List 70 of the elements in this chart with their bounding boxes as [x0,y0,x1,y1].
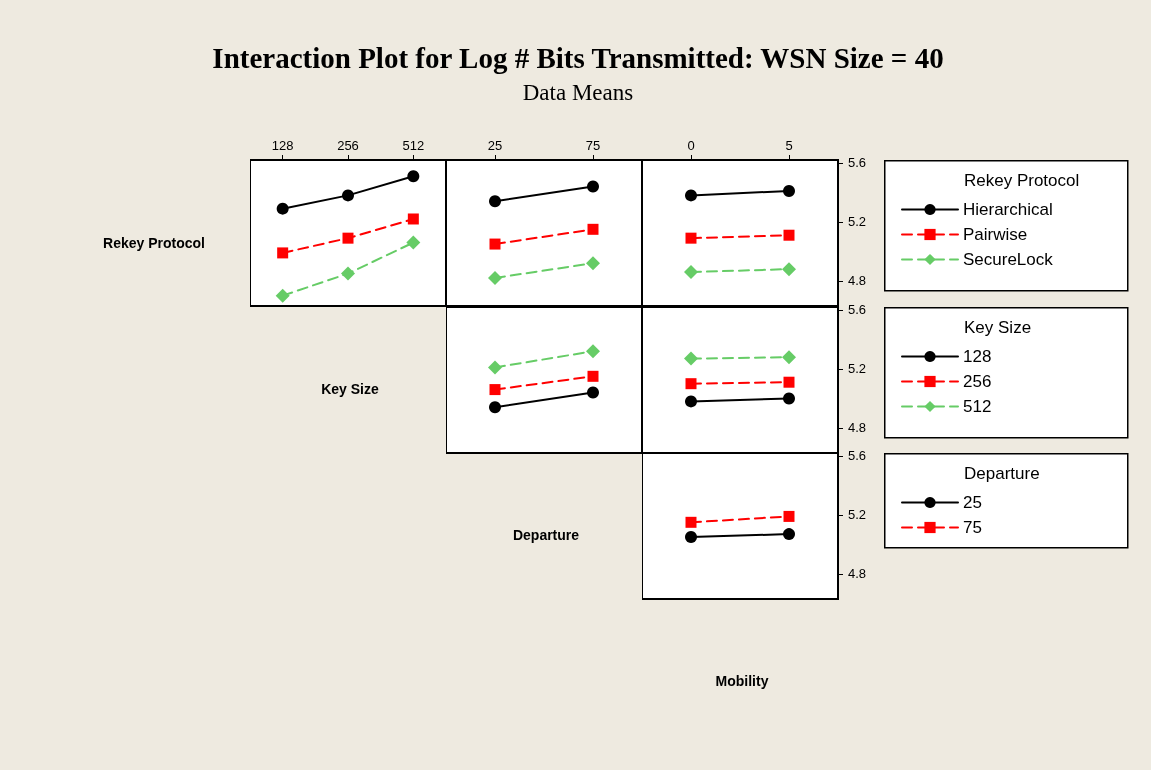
point [342,232,354,244]
point [685,516,697,528]
point [488,360,502,375]
point [489,195,501,208]
legend-label: 512 [963,397,992,416]
point [275,288,290,303]
point [342,189,354,202]
legend-title: Rekey Protocol [964,171,1080,190]
point [489,384,501,396]
y-tick-label: 4.8 [848,566,867,582]
point [587,370,599,382]
point [587,223,599,235]
x-tick-label: 256 [337,138,359,153]
text: Rekey Protocol [103,235,205,251]
point [783,376,795,388]
text: Interaction Plot for Log # Bits Transmitted: WSN Size = 40 [212,42,944,75]
legend-label: 128 [963,347,992,366]
point [277,247,289,259]
point [586,256,600,271]
text: Departure [512,527,580,543]
point [489,401,501,414]
legend-label: 25 [963,493,982,512]
point [783,229,795,241]
point [684,265,698,280]
x-tick-label: 0 [687,138,695,153]
point [489,238,501,250]
point [586,344,600,359]
point [685,189,697,202]
point [685,232,697,244]
legend-label: SecureLock [963,250,1054,269]
point [685,395,697,408]
x-tick-label: 75 [585,138,601,153]
y-tick-label: 5.6 [848,155,867,171]
point [488,270,502,285]
x-tick-label: 5 [785,138,793,153]
legend-label: Pairwise [963,225,1028,244]
legend-title: Key Size [964,318,1032,337]
point [783,392,795,405]
legend-label: 256 [963,372,992,391]
point [407,170,420,183]
point [782,262,796,277]
point [276,202,289,215]
point [783,184,795,197]
legend-label: 75 [963,518,982,537]
point [587,386,599,399]
y-tick-label: 4.8 [848,273,867,289]
legend-label: Hierarchical [963,200,1053,219]
point [341,266,355,281]
point [407,213,419,225]
x-tick-label: 128 [271,138,294,153]
point [782,350,796,365]
legend-title: Departure [964,464,1040,483]
y-tick-label: 5.2 [848,507,867,523]
text: Mobility [715,673,769,689]
text: Key Size [321,381,379,397]
y-tick-label: 5.2 [848,361,867,377]
point [685,378,697,390]
point [685,531,697,544]
point [587,180,599,193]
point [684,351,698,366]
point [783,510,795,522]
point [406,235,421,250]
text: Data Means [522,80,634,106]
y-tick-label: 5.2 [848,214,867,230]
x-tick-label: 512 [402,138,425,153]
y-tick-label: 5.6 [848,448,867,464]
y-tick-label: 4.8 [848,420,867,436]
x-tick-label: 25 [487,138,503,153]
point [783,528,795,541]
y-tick-label: 5.6 [848,302,867,318]
